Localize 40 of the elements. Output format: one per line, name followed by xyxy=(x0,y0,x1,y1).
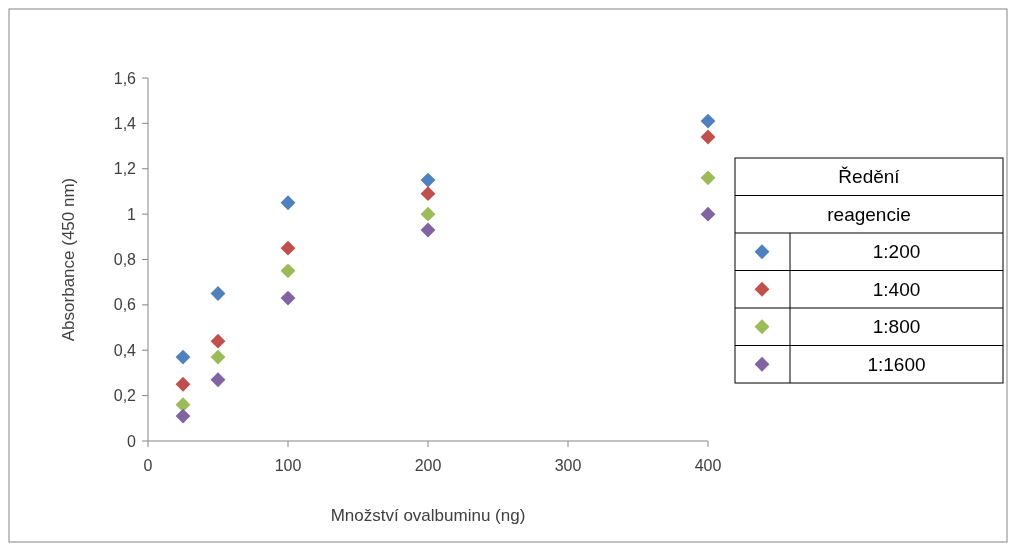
point xyxy=(280,195,296,211)
point xyxy=(280,290,296,306)
y-tick-label: 0,4 xyxy=(113,341,137,359)
point xyxy=(210,372,226,388)
x-axis-title: Množství ovalbuminu (ng) xyxy=(330,506,526,525)
y-tick-label: 1,4 xyxy=(113,114,137,132)
point xyxy=(700,129,716,145)
y-axis-title: Absorbance (450 nm) xyxy=(59,177,78,342)
text: 1:400 xyxy=(872,278,921,300)
point xyxy=(420,222,436,238)
point xyxy=(175,397,191,413)
y-tick-label: 1,6 xyxy=(113,69,137,87)
point xyxy=(700,206,716,222)
point xyxy=(280,263,296,279)
point xyxy=(210,333,226,349)
point xyxy=(175,376,191,392)
y-tick-label: 0,6 xyxy=(113,296,137,314)
point xyxy=(175,349,191,365)
x-tick-label: 0 xyxy=(143,457,153,474)
text: 1:1600 xyxy=(867,353,926,375)
point xyxy=(210,349,226,365)
x-tick-label: 100 xyxy=(274,457,302,474)
text: 1:200 xyxy=(872,241,921,263)
x-tick-label: 300 xyxy=(554,457,582,474)
point xyxy=(280,240,296,256)
x-tick-label: 200 xyxy=(414,457,442,474)
point xyxy=(700,113,716,129)
y-tick-label: 1,2 xyxy=(113,160,137,178)
point xyxy=(420,206,436,222)
point xyxy=(420,186,436,202)
y-tick-label: 0 xyxy=(127,432,137,450)
point xyxy=(700,170,716,186)
y-tick-label: 1 xyxy=(127,205,137,223)
y-tick-label: 0,8 xyxy=(113,251,137,269)
text: 1:800 xyxy=(872,316,921,338)
point xyxy=(175,408,191,424)
y-tick-label: 0,2 xyxy=(113,387,137,405)
x-tick-label: 400 xyxy=(694,457,722,474)
legend-title: Ředění reagencie xyxy=(827,166,911,225)
point xyxy=(420,172,436,188)
